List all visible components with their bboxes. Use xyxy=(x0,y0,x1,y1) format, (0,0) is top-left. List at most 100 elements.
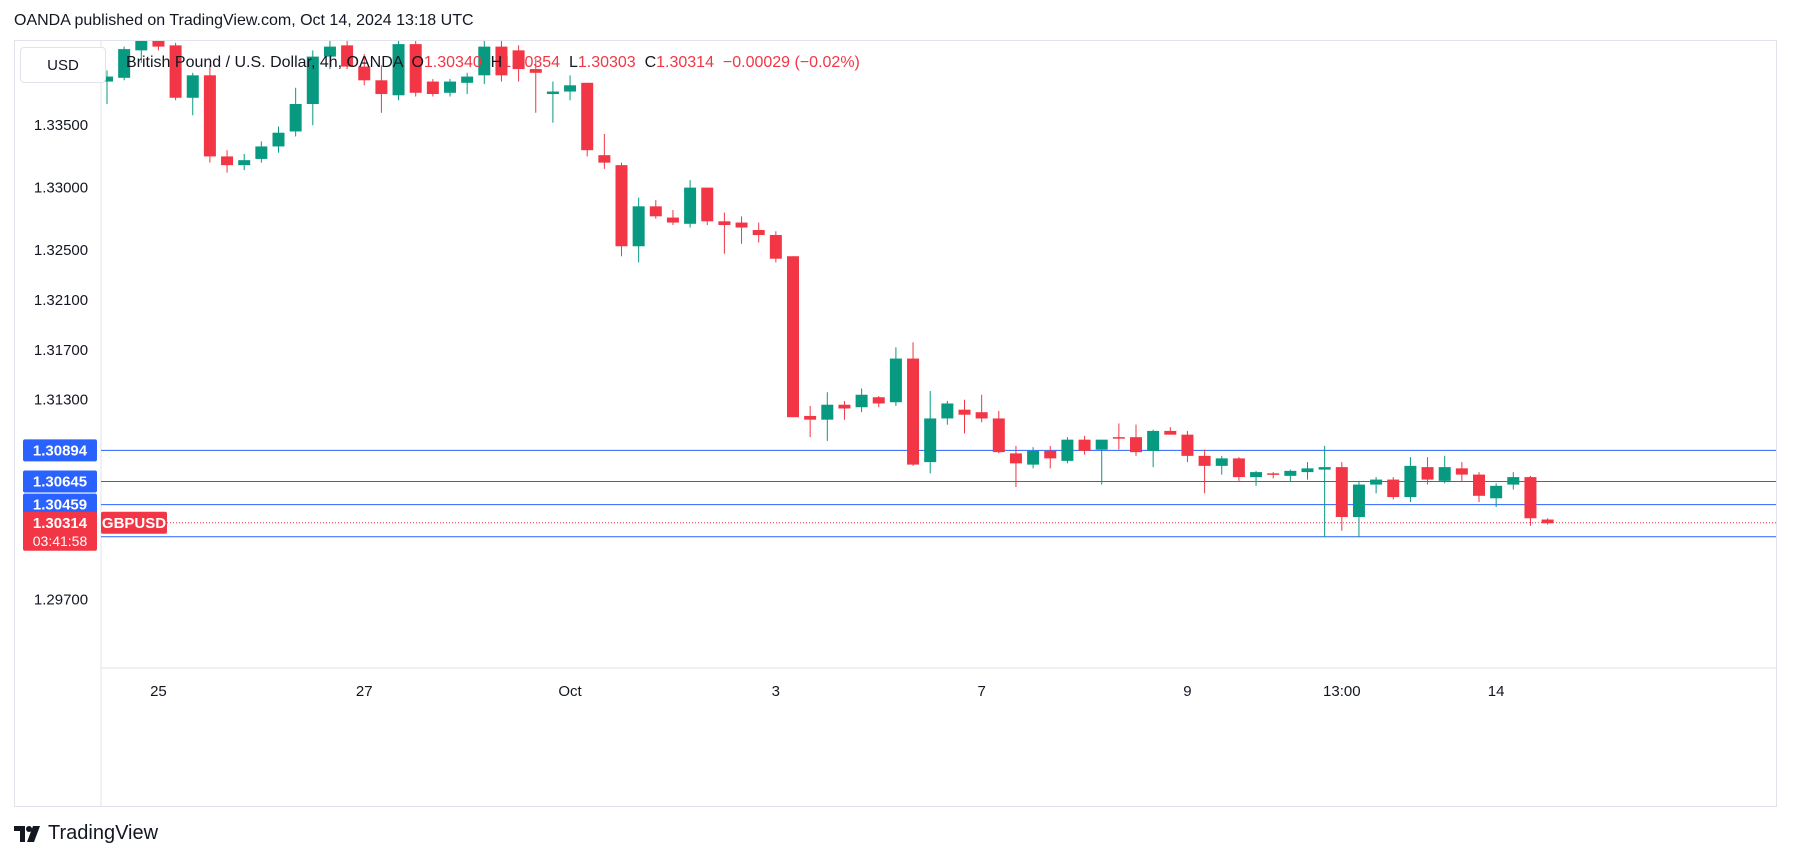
y-tick-label: 1.29700 xyxy=(34,591,88,608)
candle[interactable] xyxy=(735,222,748,228)
candle[interactable] xyxy=(1473,474,1485,496)
x-tick-label: 7 xyxy=(977,683,985,700)
candle[interactable] xyxy=(1164,430,1177,435)
candle[interactable] xyxy=(1370,479,1383,485)
candle[interactable] xyxy=(238,160,251,166)
candle[interactable] xyxy=(1147,430,1160,451)
candle[interactable] xyxy=(478,46,491,76)
candle[interactable] xyxy=(718,221,731,226)
candle[interactable] xyxy=(564,85,577,92)
candle[interactable] xyxy=(255,146,268,159)
candle[interactable] xyxy=(649,206,662,217)
candle[interactable] xyxy=(804,415,817,420)
footer-brand: TradingView xyxy=(48,822,159,844)
candle[interactable] xyxy=(975,412,988,419)
candle[interactable] xyxy=(1112,437,1125,439)
candle[interactable] xyxy=(1335,467,1348,518)
candle[interactable] xyxy=(1352,484,1365,518)
candle[interactable] xyxy=(1009,453,1022,464)
candle[interactable] xyxy=(1130,437,1142,453)
candle[interactable] xyxy=(1095,439,1108,450)
legend-change: −0.00029 (−0.02%) xyxy=(722,54,860,71)
candle[interactable] xyxy=(769,235,782,259)
price-tag-label: 1.30894 xyxy=(33,442,88,459)
candle[interactable] xyxy=(958,409,971,415)
candle[interactable] xyxy=(341,45,354,67)
symbol-tag xyxy=(101,511,167,534)
candle[interactable] xyxy=(272,132,285,147)
last-price-label: 1.30314 xyxy=(33,515,88,532)
last-price-tag xyxy=(23,511,97,551)
candle[interactable] xyxy=(409,44,422,93)
candle[interactable] xyxy=(1490,485,1503,499)
candle[interactable] xyxy=(1455,468,1468,475)
candle[interactable] xyxy=(615,165,628,247)
candle[interactable] xyxy=(426,81,439,95)
candle[interactable] xyxy=(375,80,388,95)
chart-legend: British Pound / U.S. Dollar, 4h, OANDA O… xyxy=(126,54,860,72)
candle[interactable] xyxy=(512,50,525,70)
candle[interactable] xyxy=(118,49,131,78)
candle[interactable] xyxy=(135,41,148,51)
candle[interactable] xyxy=(924,418,937,463)
candle[interactable] xyxy=(444,81,456,93)
candle[interactable] xyxy=(1524,477,1537,519)
legend-low: 1.30303 xyxy=(577,54,636,71)
candle[interactable] xyxy=(1387,479,1400,498)
candle[interactable] xyxy=(1061,439,1074,461)
candle[interactable] xyxy=(152,41,165,47)
candle[interactable] xyxy=(752,230,765,236)
currency-button[interactable]: USD xyxy=(20,47,106,83)
candle[interactable] xyxy=(289,104,302,132)
candle[interactable] xyxy=(632,206,645,247)
candle[interactable] xyxy=(666,217,679,223)
candle[interactable] xyxy=(495,46,508,76)
candle[interactable] xyxy=(1284,470,1297,476)
candle[interactable] xyxy=(821,404,834,420)
candle[interactable] xyxy=(1404,465,1417,498)
candle[interactable] xyxy=(203,75,216,157)
candle[interactable] xyxy=(358,66,371,81)
candle[interactable] xyxy=(872,397,885,404)
candle[interactable] xyxy=(701,187,714,222)
candle[interactable] xyxy=(1078,439,1091,451)
candle[interactable] xyxy=(907,358,920,465)
candle[interactable] xyxy=(889,358,902,403)
candle[interactable] xyxy=(1181,434,1194,456)
candle[interactable] xyxy=(838,404,851,409)
candle[interactable] xyxy=(461,76,474,83)
candle[interactable] xyxy=(392,44,405,96)
candle[interactable] xyxy=(684,187,697,224)
candle[interactable] xyxy=(1215,458,1228,466)
candle[interactable] xyxy=(306,56,319,105)
candle[interactable] xyxy=(1232,458,1245,478)
candle[interactable] xyxy=(855,394,868,408)
legend-symbol: British Pound / U.S. Dollar, 4h, OANDA xyxy=(126,54,403,71)
x-tick-label: 9 xyxy=(1183,683,1191,700)
candle[interactable] xyxy=(1301,468,1314,473)
legend-open-label: O xyxy=(411,54,424,71)
candle[interactable] xyxy=(1507,477,1520,485)
candle[interactable] xyxy=(221,156,234,166)
candle[interactable] xyxy=(941,403,954,419)
candle[interactable] xyxy=(529,69,542,73)
candle[interactable] xyxy=(1198,455,1211,466)
candle[interactable] xyxy=(546,91,559,95)
candle[interactable] xyxy=(1267,473,1280,475)
candle[interactable] xyxy=(186,75,199,98)
candlestick-chart[interactable]: 1.33500 1.33000 1.32500 1.32100 1.31700 1.313… xyxy=(15,41,1776,806)
candle[interactable] xyxy=(1027,450,1040,465)
candle[interactable] xyxy=(787,256,799,418)
candle[interactable] xyxy=(581,82,594,151)
candle[interactable] xyxy=(169,45,182,98)
candle[interactable] xyxy=(101,76,113,82)
candle[interactable] xyxy=(1318,467,1331,470)
candle[interactable] xyxy=(992,418,1005,453)
candle[interactable] xyxy=(1438,467,1451,481)
candle[interactable] xyxy=(323,46,336,57)
candle[interactable] xyxy=(1541,519,1554,524)
candle[interactable] xyxy=(1044,450,1057,459)
candle[interactable] xyxy=(598,155,611,163)
candle[interactable] xyxy=(1421,467,1434,480)
candle[interactable] xyxy=(1250,472,1263,478)
